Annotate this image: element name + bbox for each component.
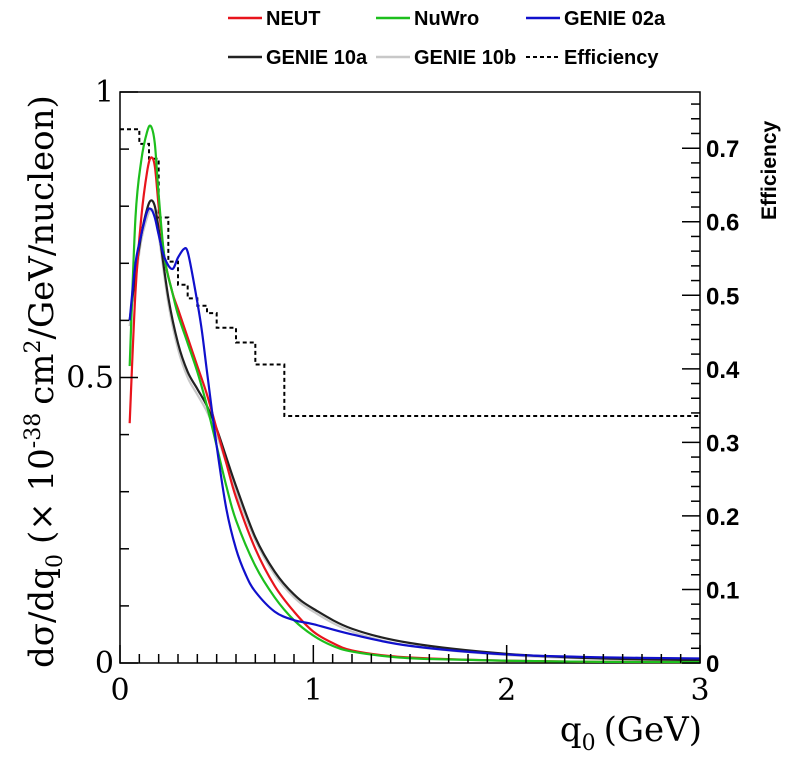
series-layer	[120, 124, 701, 664]
series-genie-02a	[128, 207, 701, 660]
y-axis: 00.51	[66, 75, 138, 681]
x-tick-label: 0	[110, 673, 129, 708]
legend-label: GENIE 10b	[414, 47, 516, 69]
legend-entry-efficiency: Efficiency	[526, 47, 659, 69]
x-tick-label: 1	[304, 673, 323, 708]
x-tick-label: 3	[690, 673, 709, 708]
y2-tick-label: 0.4	[706, 357, 740, 384]
y2-tick-label: 0.7	[706, 136, 739, 163]
legend: NEUT NuWro GENIE 02a GENIE 10a GENIE 10b Effi…	[228, 8, 666, 69]
legend-label: GENIE 10a	[266, 47, 368, 69]
y-axis-title: dσ/dq0(× 10-38cm2/GeV/nucleon)	[21, 95, 68, 668]
y-tick-label: 1	[95, 75, 114, 110]
y-tick-label: 0	[95, 646, 114, 681]
y2-tick-label: 0	[706, 651, 719, 678]
y2-axis-title: Efficiency	[758, 120, 781, 220]
legend-label: GENIE 02a	[564, 8, 666, 30]
series-neut	[128, 156, 701, 664]
y2-tick-label: 0.6	[706, 210, 739, 237]
y2-tick-label: 0.2	[706, 504, 739, 531]
series-efficiency	[120, 128, 700, 418]
y-tick-label: 0.5	[66, 361, 114, 396]
legend-label: NEUT	[266, 8, 320, 30]
legend-entry-genie-10a: GENIE 10a	[228, 47, 368, 69]
legend-entry-genie-02a: GENIE 02a	[526, 8, 666, 30]
series-nuwro	[128, 124, 701, 664]
x-tick-label: 2	[497, 673, 516, 708]
legend-label: NuWro	[414, 8, 479, 30]
legend-entry-neut: NEUT	[228, 8, 320, 30]
y2-axis: 0 0.1 0.2 0.3 0.4 0.5 0.6 0.7	[682, 103, 740, 678]
y2-tick-label: 0.1	[706, 577, 739, 604]
y2-tick-label: 0.5	[706, 283, 739, 310]
legend-label: Efficiency	[564, 47, 659, 69]
x-axis-title: q0 (GeV)	[560, 710, 702, 756]
y2-tick-label: 0.3	[706, 430, 739, 457]
legend-entry-genie-10b: GENIE 10b	[376, 47, 516, 69]
legend-entry-nuwro: NuWro	[376, 8, 479, 30]
x-axis: 0 1 2 3	[110, 645, 710, 708]
